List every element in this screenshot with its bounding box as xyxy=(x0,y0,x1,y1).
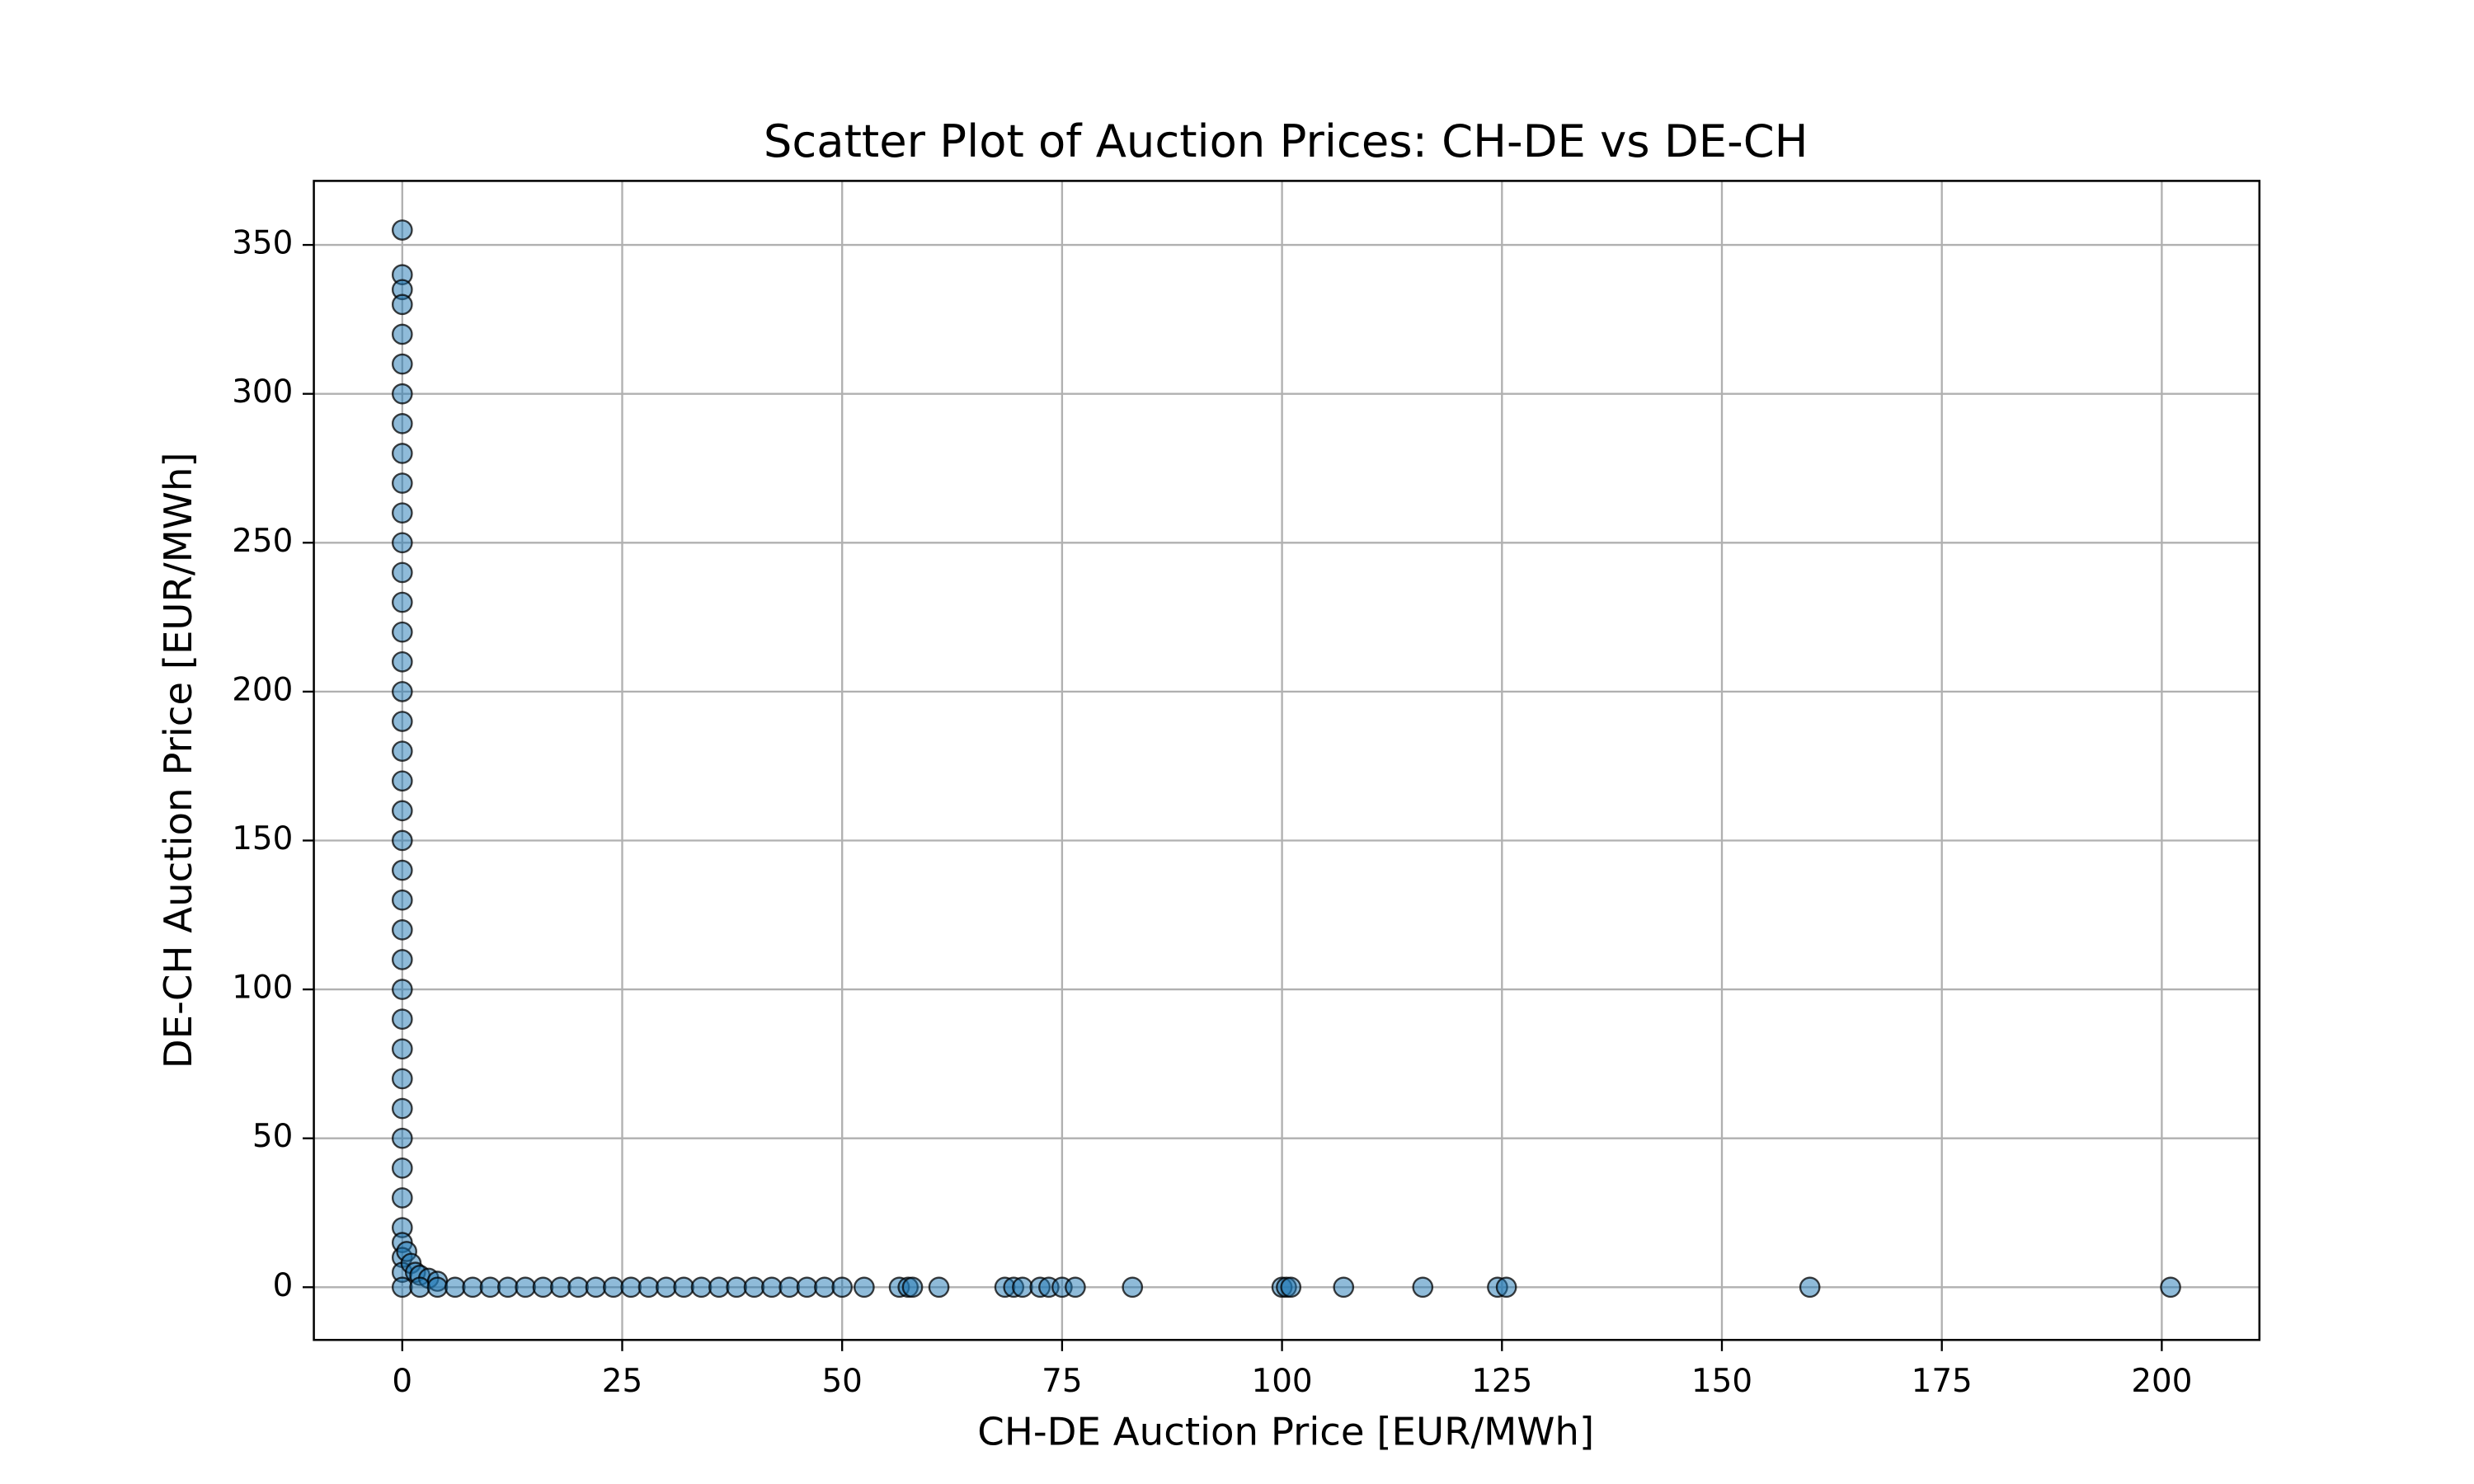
scatter-point xyxy=(1799,1276,1821,1298)
scatter-point xyxy=(479,1276,501,1298)
scatter-point xyxy=(1012,1276,1033,1298)
scatter-point xyxy=(391,472,413,494)
x-tick-label: 25 xyxy=(602,1363,642,1400)
scatter-point xyxy=(708,1276,730,1298)
y-axis-label: DE-CH Auction Price [EUR/MWh] xyxy=(156,452,200,1068)
scatter-point xyxy=(515,1276,536,1298)
scatter-point xyxy=(391,859,413,881)
x-tick-label: 175 xyxy=(1912,1363,1973,1400)
scatter-point xyxy=(391,650,413,673)
scatter-point xyxy=(409,1276,430,1298)
scatter-point xyxy=(496,1276,519,1298)
scatter-point xyxy=(585,1276,607,1298)
x-tick-label: 100 xyxy=(1252,1363,1313,1400)
scatter-point xyxy=(2160,1276,2181,1298)
y-tick-label: 250 xyxy=(232,523,293,560)
scatter-point xyxy=(690,1276,713,1298)
scatter-point xyxy=(391,219,413,241)
scatter-point xyxy=(620,1276,642,1298)
scatter-point xyxy=(391,889,413,911)
scatter-point xyxy=(1333,1276,1355,1298)
scatter-point xyxy=(761,1276,783,1298)
scatter-point xyxy=(743,1276,765,1298)
scatter-point xyxy=(391,1276,413,1298)
scatter-point xyxy=(391,1158,413,1179)
scatter-point xyxy=(1412,1276,1434,1298)
scatter-point xyxy=(426,1276,449,1298)
scatter-point xyxy=(444,1276,466,1298)
chart-title: Scatter Plot of Auction Prices: CH-DE vs… xyxy=(764,115,1808,167)
scatter-point xyxy=(391,1097,413,1120)
scatter-point xyxy=(462,1276,483,1298)
scatter-point xyxy=(1280,1276,1302,1298)
scatter-point xyxy=(391,770,413,792)
scatter-point xyxy=(391,294,413,316)
y-tick-label: 150 xyxy=(232,820,293,857)
y-tick-label: 200 xyxy=(232,671,293,708)
scatter-point xyxy=(391,681,413,702)
scatter-point xyxy=(391,383,413,405)
scatter-point xyxy=(391,711,413,732)
scatter-point xyxy=(391,1127,413,1149)
scatter-point xyxy=(901,1276,924,1298)
scatter-point xyxy=(391,979,413,1000)
scatter-point xyxy=(928,1276,950,1298)
scatter-point xyxy=(391,800,413,822)
y-tick-label: 100 xyxy=(232,970,293,1007)
scatter-point xyxy=(814,1276,835,1298)
scatter-point xyxy=(778,1276,801,1298)
scatter-point xyxy=(726,1276,747,1298)
y-tick-label: 0 xyxy=(273,1267,294,1304)
x-tick-label: 50 xyxy=(821,1363,862,1400)
scatter-point xyxy=(550,1276,571,1298)
scatter-point xyxy=(391,1068,413,1090)
points xyxy=(391,219,2181,1298)
scatter-point xyxy=(391,443,413,464)
plot-frame xyxy=(313,180,2261,1341)
y-tick-label: 300 xyxy=(232,373,293,411)
scatter-point xyxy=(1495,1276,1517,1298)
scatter-point xyxy=(1065,1276,1086,1298)
x-tick-label: 125 xyxy=(1471,1363,1532,1400)
x-tick-label: 0 xyxy=(392,1363,412,1400)
scatter-point xyxy=(391,502,413,524)
scatter-point xyxy=(391,353,413,375)
scatter-point xyxy=(673,1276,694,1298)
scatter-point xyxy=(831,1276,854,1298)
scatter-point xyxy=(391,412,413,434)
scatter-point xyxy=(567,1276,589,1298)
x-axis-label: CH-DE Auction Price [EUR/MWh] xyxy=(977,1409,1594,1453)
scatter-point xyxy=(532,1276,554,1298)
scatter-point xyxy=(796,1276,818,1298)
scatter-point xyxy=(637,1276,660,1298)
scatter-point xyxy=(391,621,413,643)
scatter-point xyxy=(391,919,413,941)
x-tick-label: 150 xyxy=(1691,1363,1752,1400)
scatter-point xyxy=(391,1008,413,1031)
x-tick-label: 75 xyxy=(1042,1363,1082,1400)
scatter-point xyxy=(603,1276,624,1298)
scatter-point xyxy=(391,1038,413,1060)
y-tick-label: 350 xyxy=(232,225,293,262)
scatter-point xyxy=(391,532,413,554)
scatter-point xyxy=(391,561,413,584)
scatter-point xyxy=(391,740,413,762)
scatter-point xyxy=(391,829,413,852)
scatter-point xyxy=(1122,1276,1144,1298)
grid xyxy=(313,181,2260,1341)
x-tick-label: 200 xyxy=(2131,1363,2192,1400)
scatter-point xyxy=(391,949,413,970)
scatter-point xyxy=(391,1187,413,1209)
scatter-point xyxy=(391,323,413,345)
scatter-point xyxy=(854,1276,875,1298)
scatter-point xyxy=(656,1276,677,1298)
ticks: 0 25 50 75 100 125 150 175 200 0 50 100 150 200 250 300… xyxy=(232,225,2192,1401)
y-tick-label: 50 xyxy=(252,1118,293,1155)
scatter-point xyxy=(391,591,413,613)
